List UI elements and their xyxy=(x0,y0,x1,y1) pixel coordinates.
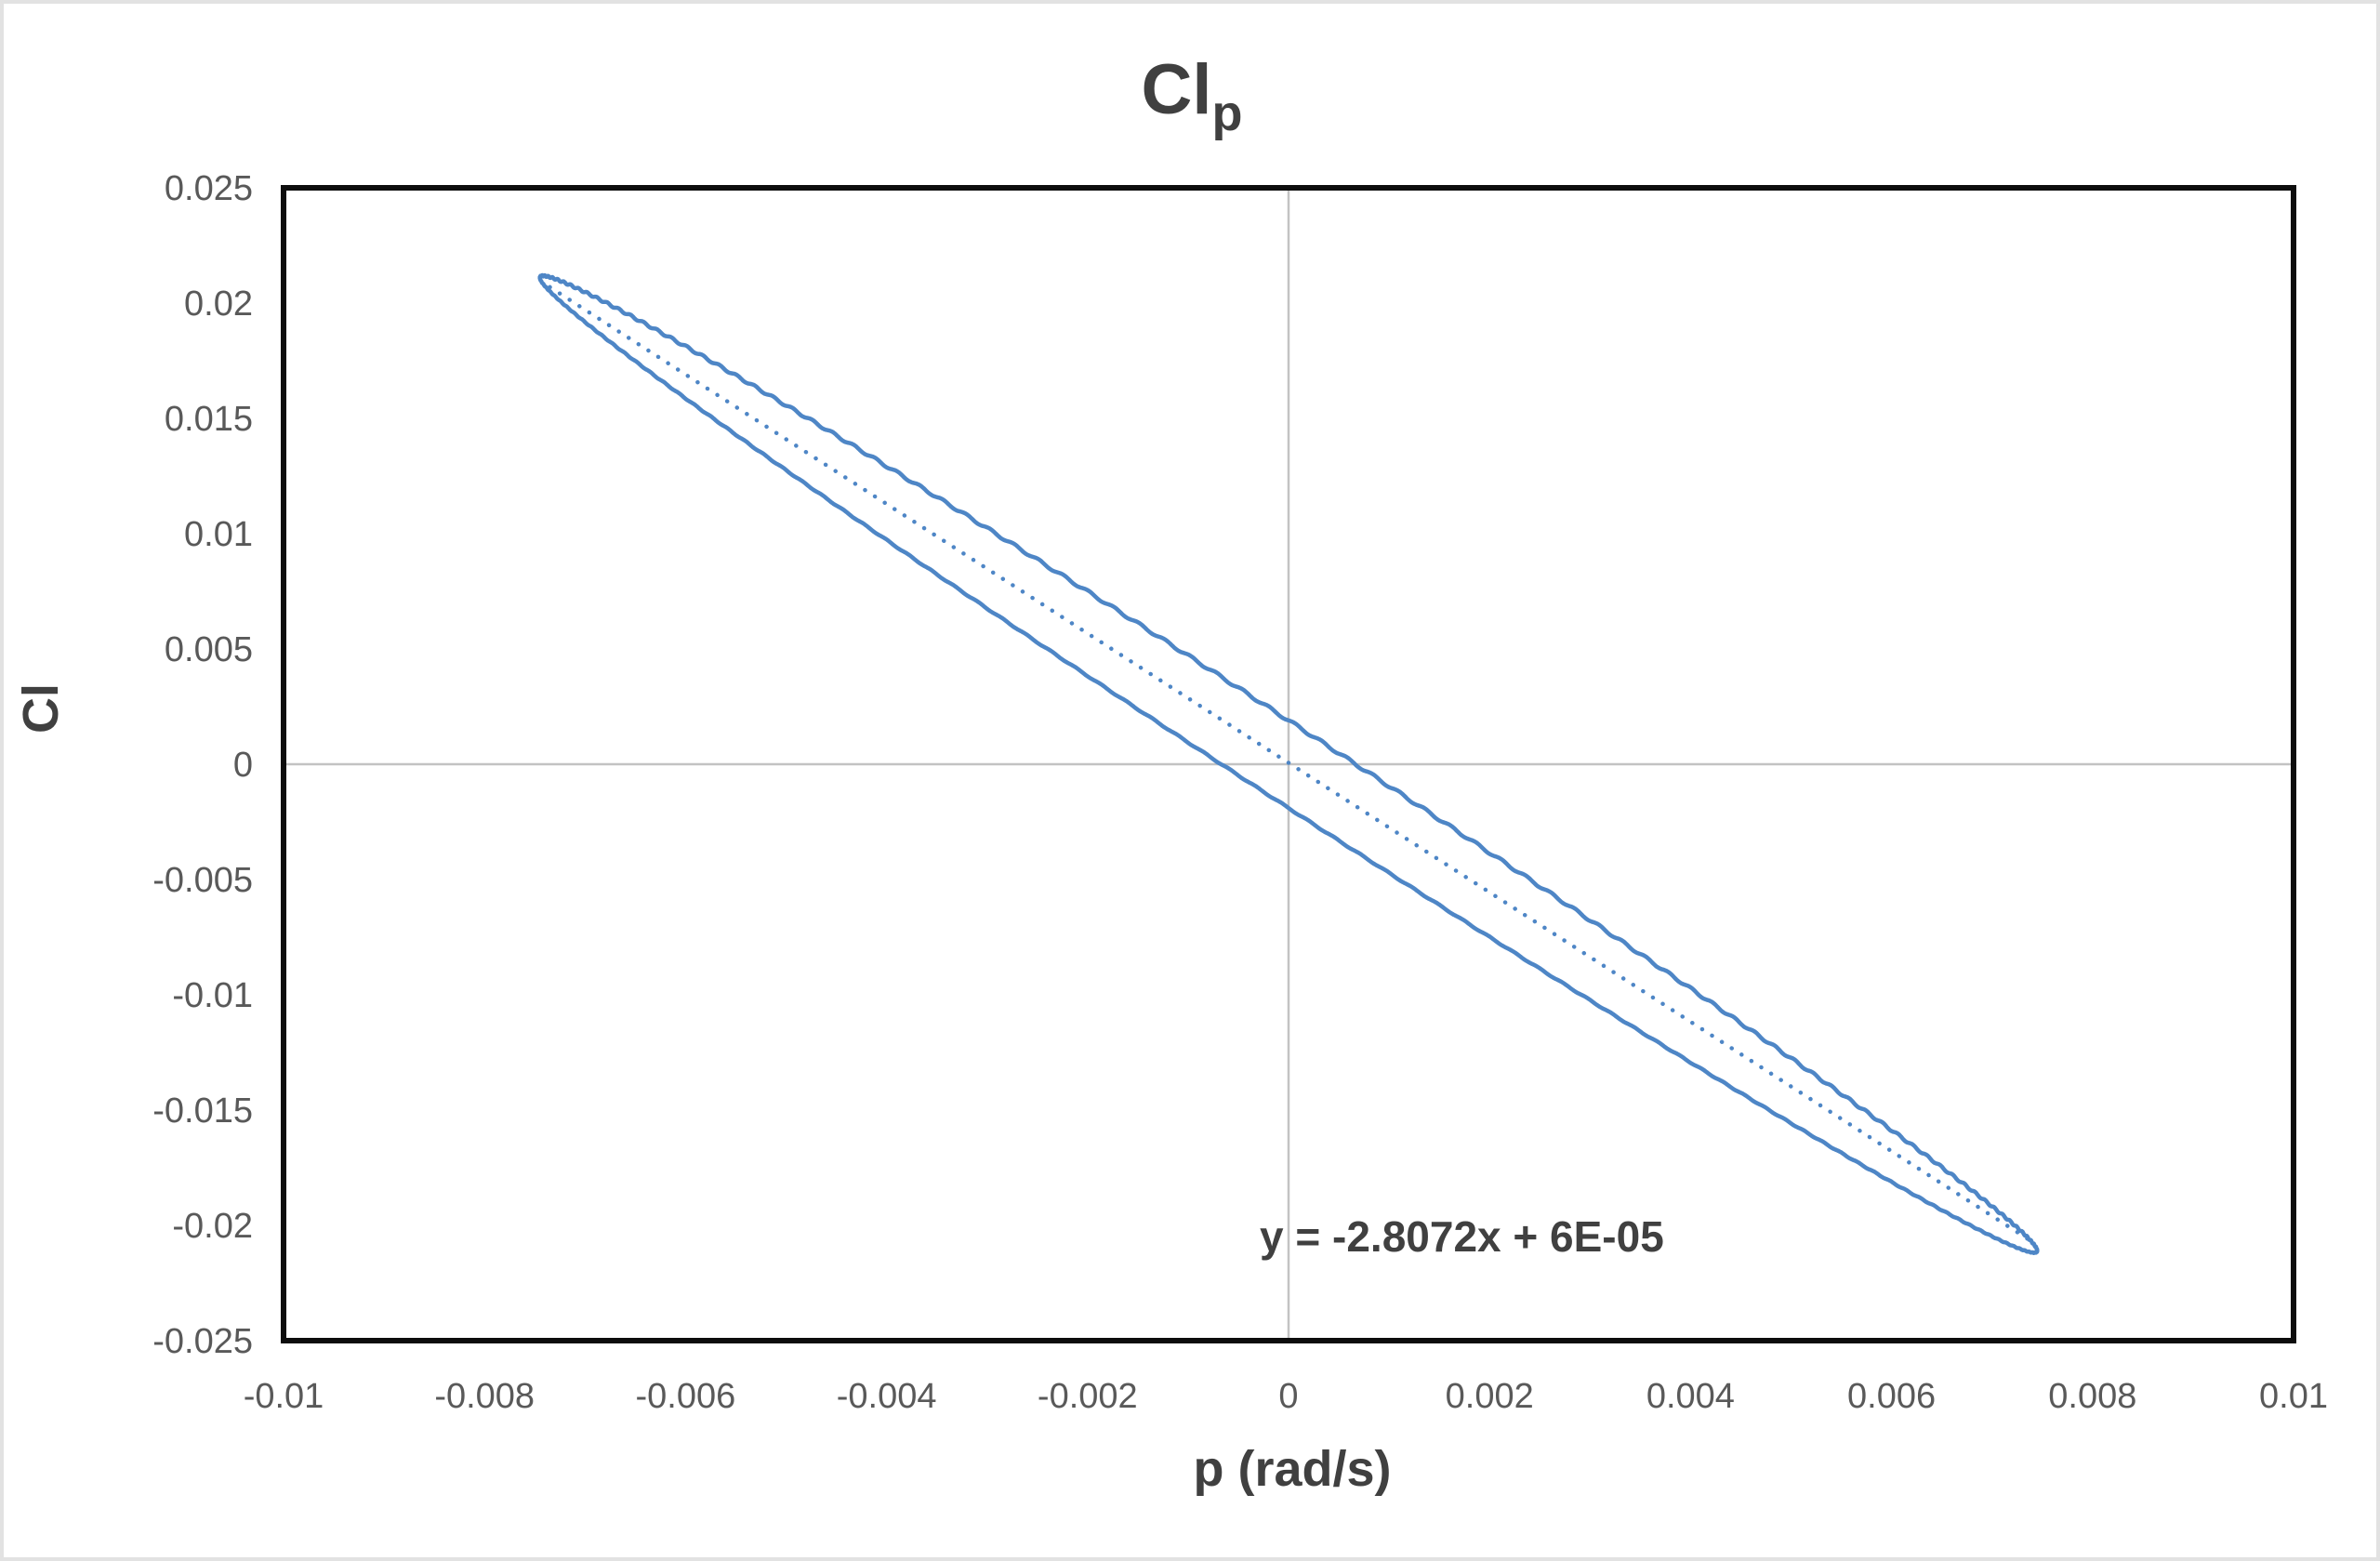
x-tick-label: 0.006 xyxy=(1847,1377,1936,1416)
y-tick-label: -0.02 xyxy=(172,1207,253,1246)
plot-area-border xyxy=(281,185,2296,1343)
x-tick-label: -0.002 xyxy=(1038,1377,1138,1416)
y-tick-label: 0 xyxy=(233,746,253,785)
y-axis-title: Cl xyxy=(13,683,69,734)
y-tick-label: -0.025 xyxy=(152,1322,253,1361)
x-tick-label: 0.004 xyxy=(1646,1377,1735,1416)
x-tick-label: 0.008 xyxy=(2048,1377,2136,1416)
hysteresis-loop-series xyxy=(537,272,2040,1255)
plot-area: -0.01 -0.008 -0.006 -0.004 -0.002 0 0.002 0.004… xyxy=(152,169,2328,1416)
y-tick-label: 0.005 xyxy=(165,630,253,669)
x-tick-label: -0.006 xyxy=(636,1377,736,1416)
y-tick-label: 0.025 xyxy=(165,169,253,208)
y-tick-label: 0.015 xyxy=(165,400,253,439)
x-tick-label: 0 xyxy=(1278,1377,1298,1416)
y-tick-label: -0.01 xyxy=(172,976,253,1015)
y-tick-label: 0.02 xyxy=(184,284,253,324)
x-axis-title: p (rad/s) xyxy=(1193,1441,1391,1497)
x-tick-label: 0.002 xyxy=(1446,1377,1534,1416)
y-tick-label: -0.015 xyxy=(152,1091,253,1131)
y-tick-label: -0.005 xyxy=(152,861,253,900)
x-tick-label: 0.01 xyxy=(2259,1377,2328,1416)
y-tick-label: 0.01 xyxy=(184,515,253,554)
trendline-equation: y = -2.8072x + 6E-05 xyxy=(1260,1212,1664,1261)
chart-title-main: Cl xyxy=(1142,50,1212,129)
trendline-series xyxy=(548,284,2030,1241)
x-tick-label: -0.004 xyxy=(837,1377,937,1416)
chart-title-subscript: p xyxy=(1212,86,1243,141)
x-tick-label: -0.01 xyxy=(244,1377,324,1416)
chart-title: Clp xyxy=(1142,50,1243,141)
x-tick-label: -0.008 xyxy=(434,1377,535,1416)
